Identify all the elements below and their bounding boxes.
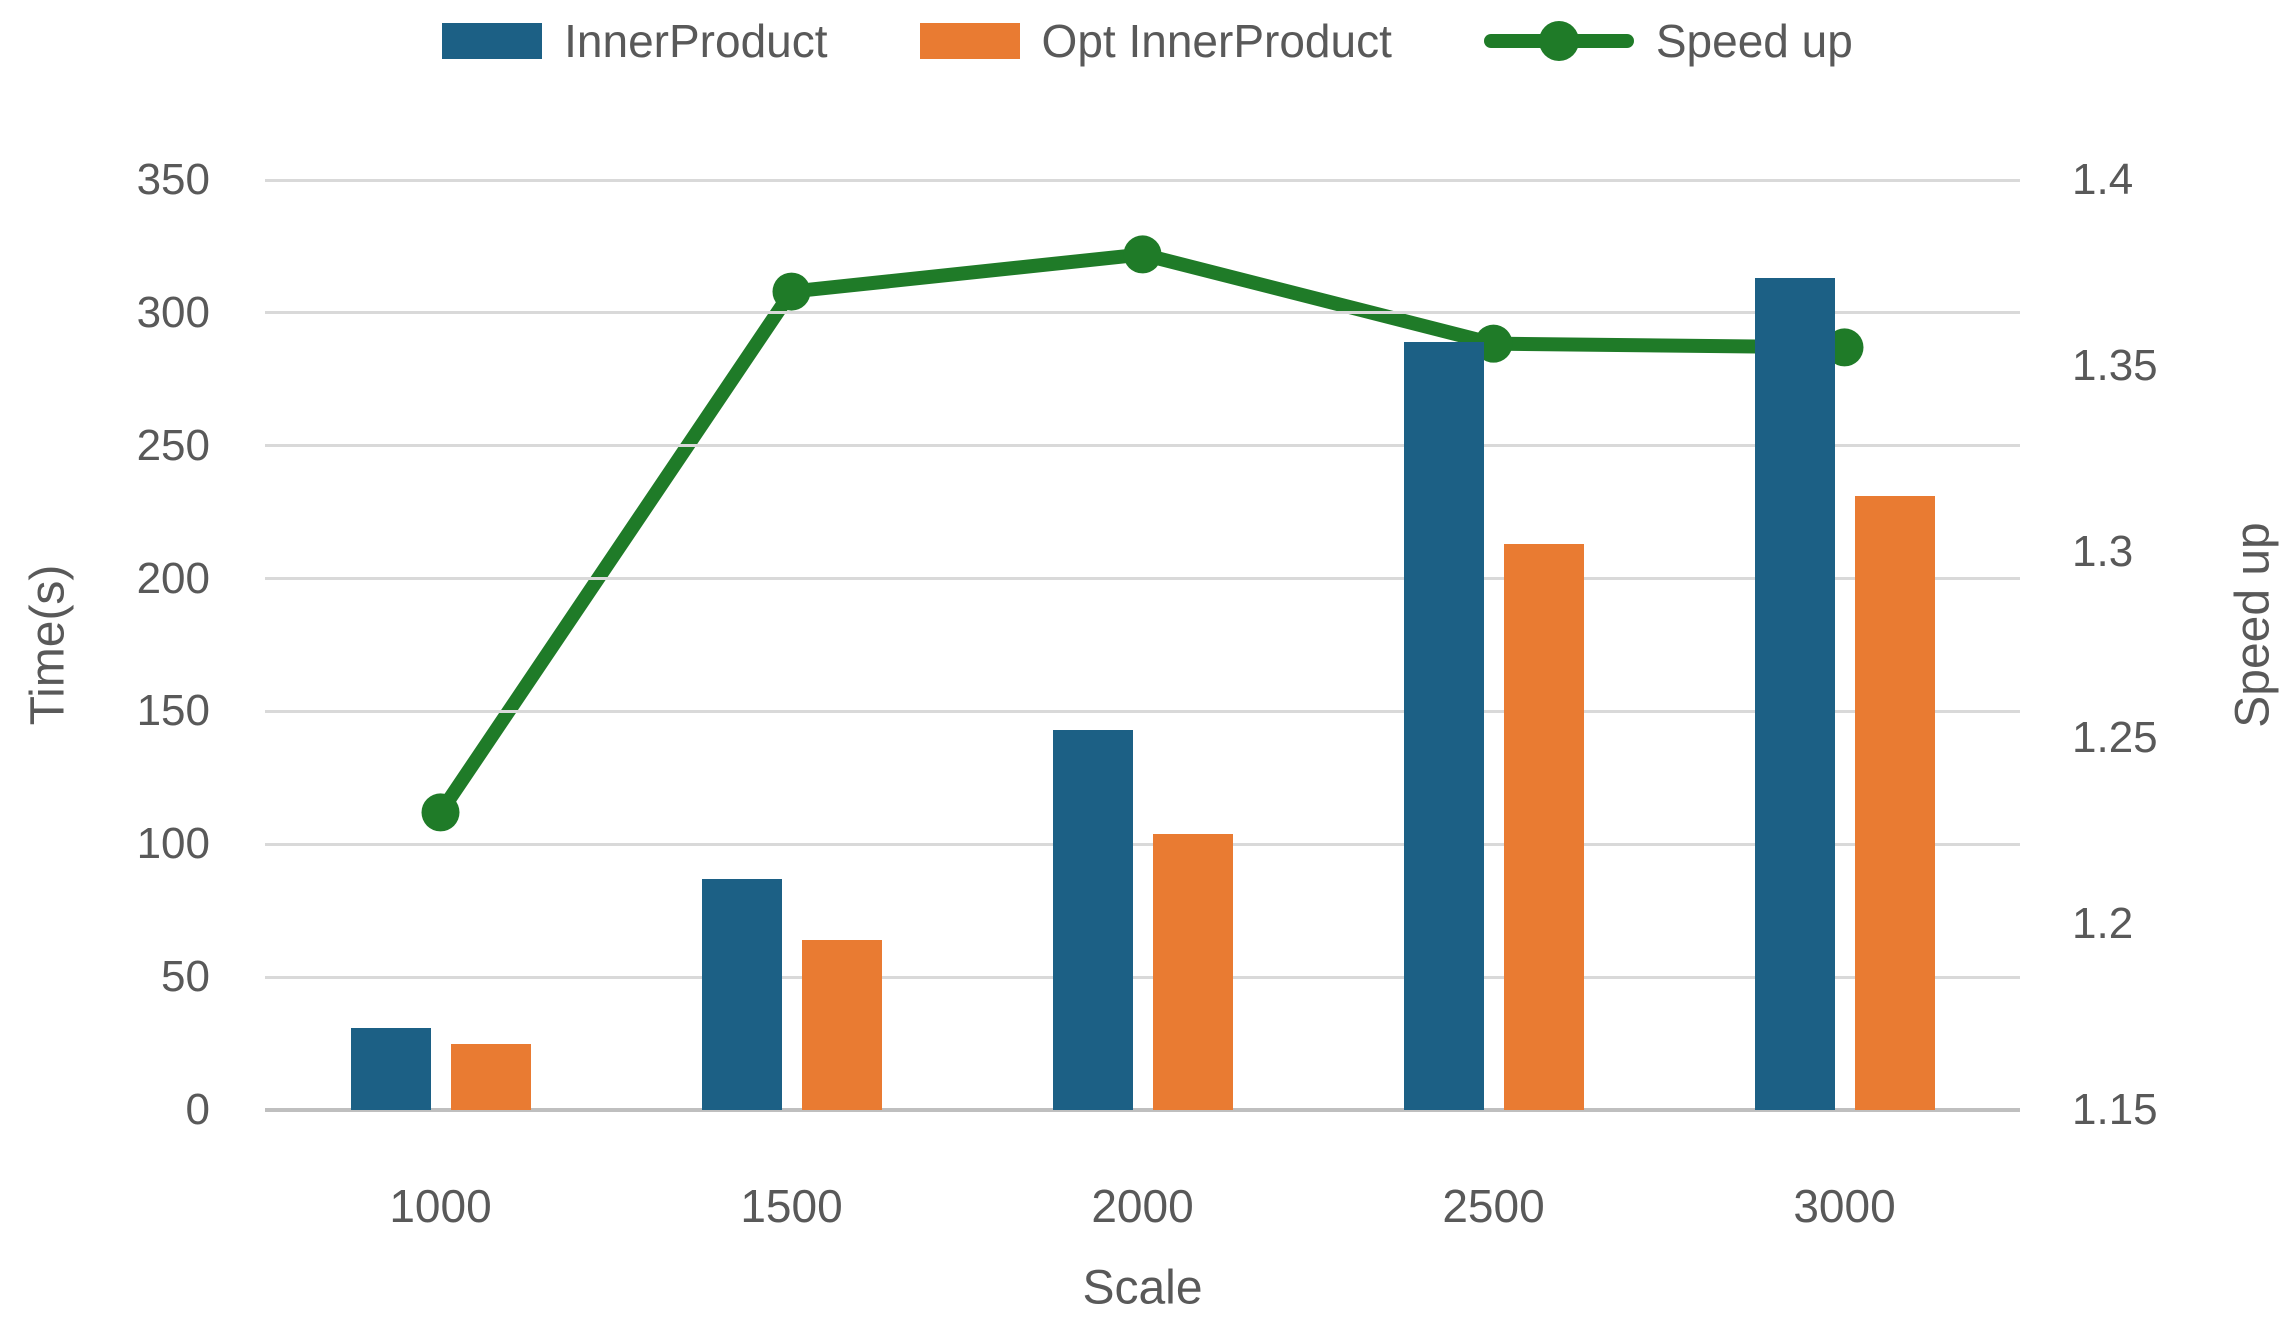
- x-axis-tick-2500: 2500: [1442, 1180, 1545, 1232]
- right-axis-tick-1.3: 1.3: [2072, 527, 2134, 576]
- bar-innerproduct-1000: [350, 1027, 431, 1110]
- left-axis-tick-250: 250: [136, 420, 210, 470]
- right-axis-tick-1.35: 1.35: [2072, 341, 2158, 390]
- bar-innerproduct-2500: [1403, 342, 1484, 1110]
- chart-legend: InnerProduct Opt InnerProduct Speed up: [0, 14, 2295, 68]
- legend-label-innerproduct: InnerProduct: [564, 15, 828, 67]
- left-axis-tick-200: 200: [136, 553, 210, 603]
- legend-label-speedup: Speed up: [1655, 15, 1853, 67]
- legend-item-innerproduct: InnerProduct: [442, 14, 828, 68]
- bar-opt-innerproduct-3000: [1854, 496, 1935, 1110]
- right-axis-tick-1.25: 1.25: [2072, 713, 2158, 762]
- legend-label-opt-innerproduct: Opt InnerProduct: [1041, 15, 1392, 67]
- legend-swatch-innerproduct: [442, 23, 543, 59]
- gridline-150: [265, 709, 2020, 713]
- gridline-200: [265, 577, 2020, 581]
- left-axis-tick-150: 150: [136, 686, 210, 736]
- gridline-300: [265, 311, 2020, 315]
- speedup-marker-1000: [421, 793, 460, 832]
- speedup-marker-2000: [1123, 235, 1162, 274]
- speedup-line: [433, 247, 1852, 820]
- right-axis-tick-1.2: 1.2: [2072, 899, 2134, 948]
- left-axis-tick-300: 300: [136, 287, 210, 337]
- bar-opt-innerproduct-1000: [450, 1043, 531, 1110]
- legend-line-marker-icon: [1483, 21, 1634, 61]
- bar-innerproduct-1500: [701, 878, 782, 1110]
- speedup-marker-3000: [1825, 328, 1864, 367]
- x-axis-tick-1500: 1500: [740, 1180, 843, 1232]
- speedup-marker-2500: [1474, 324, 1513, 363]
- legend-item-speedup: Speed up: [1483, 14, 1853, 68]
- x-axis-tick-3000: 3000: [1793, 1180, 1896, 1232]
- gridline-250: [265, 444, 2020, 448]
- x-axis-tick-2000: 2000: [1091, 1180, 1194, 1232]
- right-axis-tick-1.15: 1.15: [2072, 1085, 2158, 1134]
- x-axis-title: Scale: [1082, 1261, 1203, 1315]
- legend-item-opt-innerproduct: Opt InnerProduct: [919, 14, 1392, 68]
- left-axis-tick-0: 0: [185, 1085, 210, 1134]
- bar-opt-innerproduct-2000: [1152, 833, 1233, 1110]
- left-axis-tick-350: 350: [136, 155, 210, 204]
- gridline-50: [265, 975, 2020, 979]
- x-axis-tick-1000: 1000: [389, 1180, 492, 1232]
- legend-line-dot-icon: [1538, 21, 1579, 61]
- speedup-marker-1500: [772, 272, 811, 311]
- bar-opt-innerproduct-1500: [801, 939, 882, 1110]
- gridline-350: [265, 178, 2020, 182]
- left-axis-tick-50: 50: [161, 952, 210, 1002]
- gridline-100: [265, 842, 2020, 846]
- bar-innerproduct-3000: [1754, 278, 1835, 1110]
- legend-swatch-opt-innerproduct: [919, 23, 1020, 59]
- bar-innerproduct-2000: [1052, 730, 1133, 1110]
- bar-opt-innerproduct-2500: [1503, 544, 1584, 1110]
- left-axis-tick-100: 100: [136, 819, 210, 869]
- right-axis-tick-1.4: 1.4: [2072, 155, 2134, 204]
- x-axis-line: [265, 1108, 2020, 1112]
